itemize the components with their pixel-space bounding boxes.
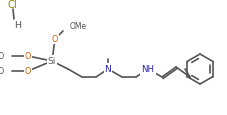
Text: O: O — [52, 35, 58, 44]
Text: OMe: OMe — [70, 22, 87, 31]
Text: H: H — [14, 21, 21, 30]
Text: Si: Si — [48, 57, 56, 66]
Text: N: N — [104, 65, 111, 74]
Text: O: O — [25, 67, 31, 76]
Text: Cl: Cl — [8, 0, 18, 10]
Text: MeO: MeO — [0, 52, 4, 61]
Text: O: O — [25, 52, 31, 61]
Text: NH: NH — [141, 65, 154, 74]
Text: MeO: MeO — [0, 67, 4, 76]
